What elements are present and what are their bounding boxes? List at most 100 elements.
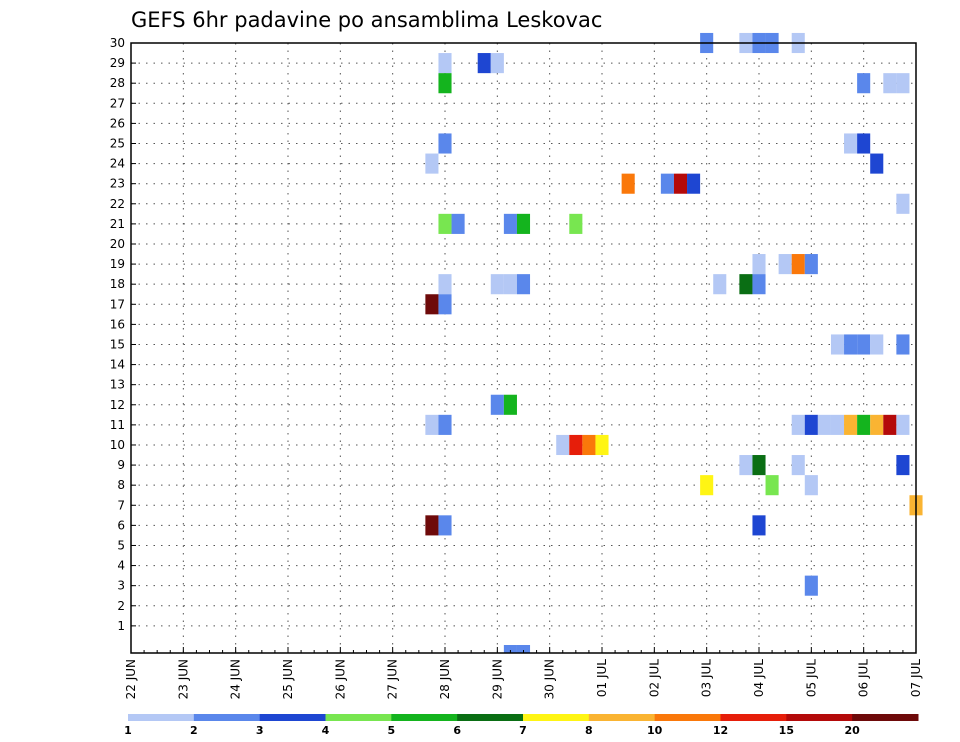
colorbar-segment	[786, 714, 853, 721]
precip-cell	[752, 254, 766, 275]
precip-cell	[804, 414, 818, 435]
y-tick-label: 12	[110, 398, 125, 412]
y-tick-label: 4	[117, 559, 125, 573]
precip-cell	[844, 334, 858, 355]
precip-cell	[791, 254, 805, 275]
y-tick-label: 1	[117, 619, 125, 633]
precip-cell	[857, 133, 871, 154]
y-tick-label: 14	[110, 358, 125, 372]
colorbar-label: 3	[256, 724, 264, 737]
y-tick-label: 19	[110, 257, 125, 271]
precip-cell	[438, 213, 452, 234]
precip-cell	[660, 173, 674, 194]
y-tick-label: 15	[110, 337, 125, 351]
colorbar-label: 6	[453, 724, 461, 737]
x-tick-label: 24 JUN	[229, 659, 243, 699]
precip-cell	[438, 414, 452, 435]
colorbar-label: 15	[779, 724, 794, 737]
precip-cell	[752, 274, 766, 295]
precip-cell	[503, 213, 517, 234]
colorbar-label: 5	[388, 724, 396, 737]
y-tick-label: 13	[110, 378, 125, 392]
precip-cell	[438, 73, 452, 94]
precip-cell	[765, 475, 779, 496]
y-tick-label: 21	[110, 217, 125, 231]
x-tick-label: 29 JUN	[490, 659, 504, 699]
precip-cell	[896, 193, 910, 214]
precip-cell	[621, 173, 635, 194]
precip-cell	[556, 434, 570, 456]
precip-cell	[778, 254, 792, 275]
colorbar-segment	[259, 714, 326, 721]
chart-title: GEFS 6hr padavine po ansamblima Leskovac	[131, 8, 602, 32]
colorbar-segment	[720, 714, 787, 721]
precip-cell	[503, 274, 517, 295]
x-tick-label: 04 JUL	[752, 659, 766, 697]
precip-cell	[700, 475, 714, 496]
colorbar-segment	[523, 714, 590, 721]
precip-cell	[438, 133, 452, 154]
precip-cell	[830, 334, 845, 355]
precip-cell	[896, 73, 910, 94]
x-tick-label: 25 JUN	[281, 659, 295, 699]
precip-cell	[687, 173, 701, 194]
y-tick-label: 3	[117, 579, 125, 593]
precip-cell	[791, 455, 805, 476]
precip-cell	[569, 434, 583, 456]
y-tick-label: 28	[110, 76, 125, 90]
precip-cell	[425, 414, 439, 435]
precip-cell	[857, 73, 871, 94]
colorbar-label: 7	[519, 724, 527, 737]
colorbar-label: 20	[845, 724, 861, 737]
y-tick-label: 22	[110, 197, 125, 211]
precip-cell	[791, 414, 805, 435]
colorbar-label: 1	[124, 724, 132, 737]
colorbar: 1 2 3 4 5 6 7 8 10 12 15 20	[124, 714, 919, 737]
precip-cell	[516, 645, 531, 653]
x-tick-label: 26 JUN	[333, 659, 347, 699]
precip-cell	[503, 394, 517, 415]
precip-cell	[713, 274, 727, 295]
precip-cell	[857, 334, 871, 355]
y-tick-label: 2	[117, 599, 125, 613]
y-tick-label: 5	[117, 538, 125, 552]
precip-cell	[804, 254, 818, 275]
precip-cell	[857, 414, 871, 435]
precip-cell	[883, 73, 897, 94]
colorbar-segment	[457, 714, 524, 721]
y-tick-label: 24	[110, 157, 125, 171]
x-tick-label: 02 JUL	[647, 659, 661, 697]
y-tick-label: 16	[110, 317, 125, 331]
y-tick-label: 8	[117, 478, 125, 492]
y-tick-label: 17	[110, 297, 125, 311]
y-tick-label: 10	[110, 438, 125, 452]
precip-cell	[870, 334, 884, 355]
y-tick-label: 25	[110, 136, 125, 150]
precip-cell	[490, 53, 504, 74]
x-tick-label: 06 JUL	[857, 659, 871, 697]
precip-cell	[844, 133, 858, 154]
colorbar-label: 8	[585, 724, 593, 737]
precip-cell	[870, 153, 884, 174]
colorbar-label: 12	[713, 724, 728, 737]
colorbar-label: 4	[322, 724, 330, 737]
precip-cell	[516, 213, 531, 234]
precip-cell	[425, 153, 439, 174]
y-tick-label: 20	[110, 237, 125, 251]
precip-cell	[896, 455, 910, 476]
colorbar-segment	[128, 714, 195, 721]
plot-frame	[130, 42, 917, 654]
precip-cell	[883, 414, 897, 435]
x-tick-label: 07 JUL	[909, 659, 923, 697]
precip-cell	[804, 475, 818, 496]
x-tick-label: 30 JUN	[543, 659, 557, 699]
precip-cell	[752, 455, 766, 476]
y-tick-label: 29	[110, 56, 125, 70]
y-tick-label: 26	[110, 116, 125, 130]
precip-cell	[425, 294, 439, 315]
precip-cell	[490, 394, 504, 415]
precip-cell	[739, 455, 753, 476]
precip-cell	[569, 213, 583, 234]
colorbar-segment	[852, 714, 919, 721]
